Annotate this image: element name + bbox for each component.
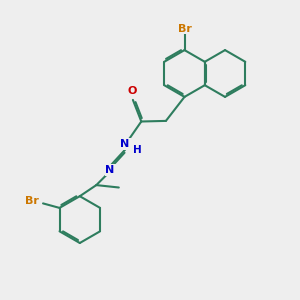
Text: H: H [133,145,142,155]
Text: O: O [128,86,137,96]
Text: N: N [121,139,130,149]
Text: Br: Br [178,23,191,34]
Text: N: N [106,165,115,175]
Text: Br: Br [25,196,39,206]
